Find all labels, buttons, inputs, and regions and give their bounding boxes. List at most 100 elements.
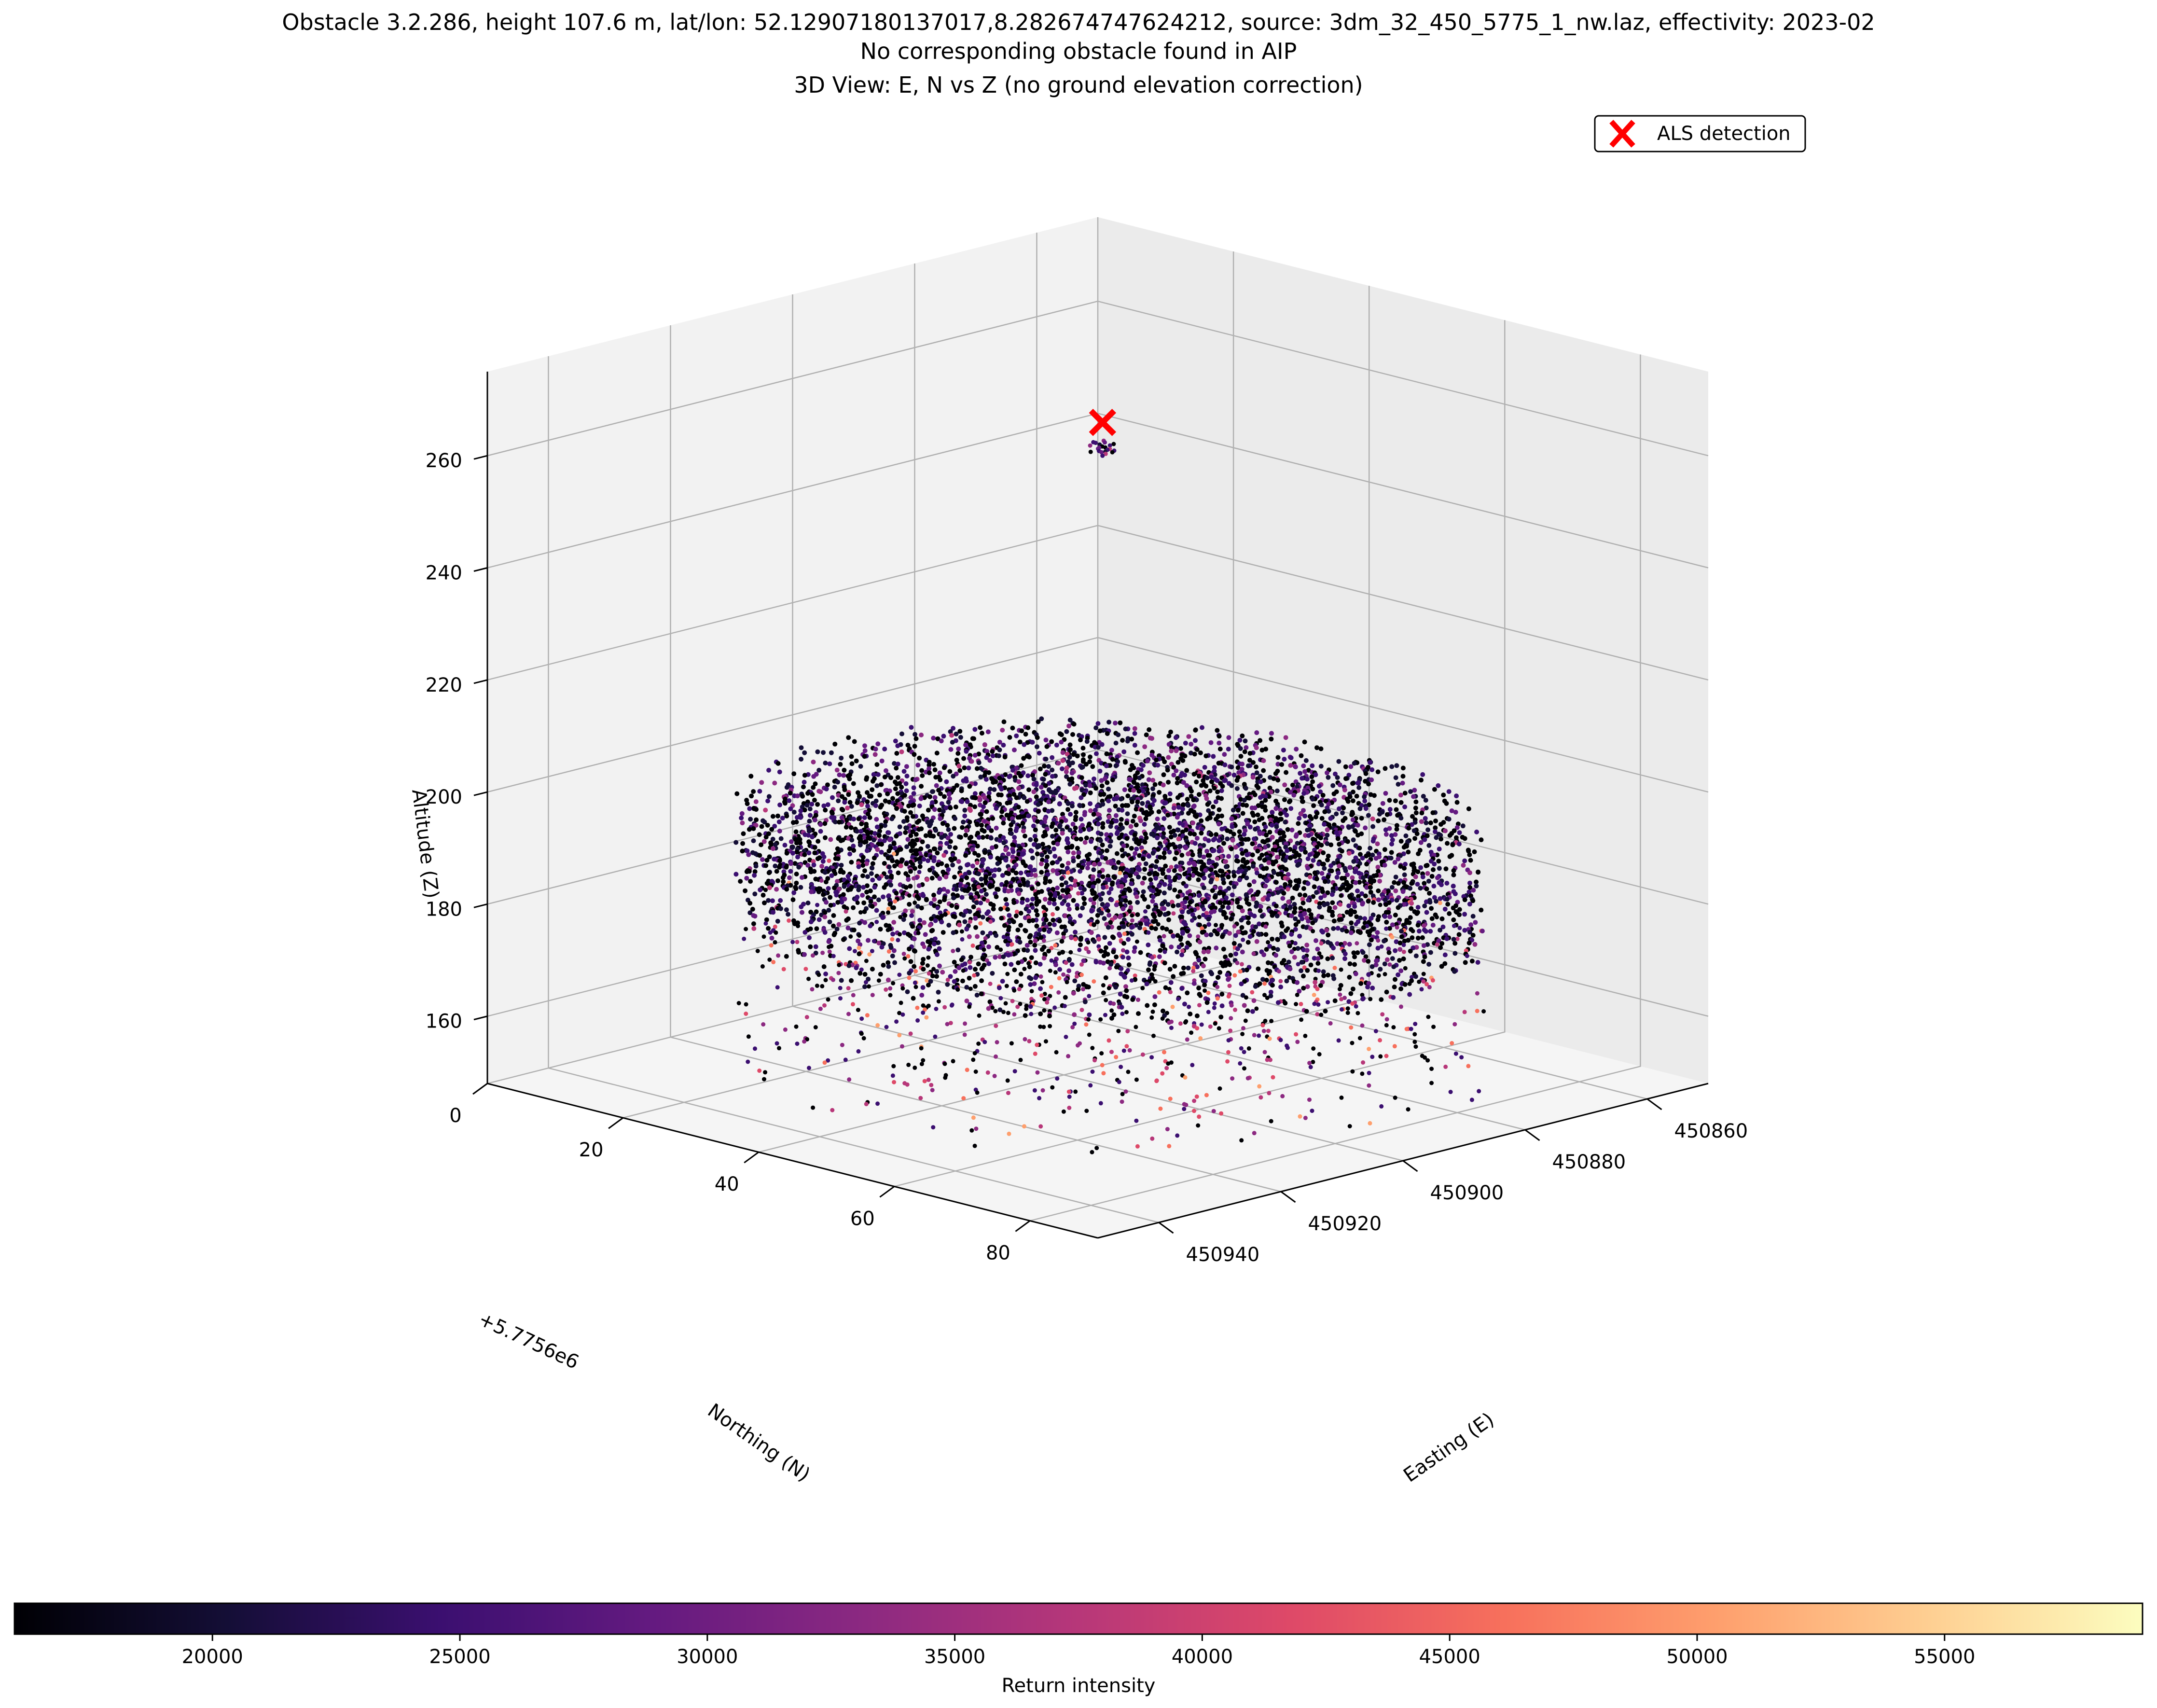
point bbox=[1078, 828, 1083, 833]
point bbox=[943, 875, 949, 879]
point bbox=[1161, 890, 1167, 896]
point bbox=[1000, 873, 1005, 878]
point bbox=[942, 897, 947, 903]
point bbox=[925, 877, 930, 882]
point bbox=[1023, 863, 1028, 868]
point bbox=[1435, 915, 1439, 919]
point bbox=[1054, 930, 1060, 935]
point bbox=[1100, 874, 1106, 879]
point bbox=[1472, 942, 1478, 947]
point bbox=[1050, 808, 1055, 813]
point bbox=[1280, 896, 1286, 901]
point bbox=[1040, 842, 1045, 847]
point bbox=[967, 819, 972, 825]
point bbox=[1180, 806, 1185, 812]
point bbox=[1042, 764, 1047, 769]
point bbox=[857, 842, 863, 847]
point bbox=[1018, 883, 1023, 888]
point bbox=[1294, 747, 1299, 752]
point bbox=[1193, 728, 1198, 733]
point bbox=[1142, 839, 1148, 845]
point bbox=[869, 871, 874, 876]
point bbox=[1293, 764, 1298, 769]
point bbox=[1095, 721, 1101, 726]
point bbox=[1017, 739, 1023, 745]
point bbox=[889, 816, 895, 821]
point bbox=[903, 885, 909, 890]
point bbox=[1219, 796, 1224, 801]
point bbox=[1410, 929, 1415, 933]
point bbox=[904, 861, 909, 866]
point bbox=[1186, 803, 1191, 808]
point bbox=[1091, 867, 1096, 873]
point bbox=[831, 923, 836, 929]
point bbox=[1295, 841, 1300, 846]
point bbox=[832, 885, 837, 890]
point bbox=[932, 795, 938, 800]
point bbox=[1087, 783, 1092, 788]
point bbox=[908, 833, 913, 838]
point bbox=[1251, 879, 1257, 884]
point bbox=[953, 845, 958, 850]
point bbox=[870, 865, 875, 871]
point bbox=[888, 775, 894, 780]
point bbox=[816, 839, 821, 844]
point bbox=[964, 875, 969, 880]
point bbox=[799, 745, 804, 750]
point bbox=[1123, 760, 1128, 765]
point bbox=[929, 875, 935, 881]
point bbox=[951, 726, 956, 731]
point bbox=[757, 789, 762, 794]
point bbox=[1002, 923, 1007, 928]
point bbox=[827, 761, 832, 766]
point bbox=[1401, 845, 1407, 850]
point bbox=[1161, 816, 1167, 821]
point bbox=[1296, 821, 1301, 826]
point bbox=[1362, 794, 1367, 799]
point bbox=[1335, 836, 1341, 841]
point bbox=[1341, 805, 1346, 811]
point bbox=[1345, 839, 1350, 844]
point bbox=[917, 917, 923, 923]
point bbox=[1191, 772, 1197, 777]
point bbox=[1235, 765, 1241, 770]
point bbox=[1050, 767, 1055, 773]
point bbox=[1191, 804, 1196, 809]
point bbox=[1148, 877, 1153, 882]
point bbox=[762, 819, 767, 825]
point bbox=[1229, 916, 1234, 922]
point bbox=[1416, 851, 1421, 856]
point bbox=[1347, 942, 1352, 947]
point bbox=[979, 822, 984, 828]
point bbox=[1201, 854, 1206, 860]
point bbox=[1375, 917, 1381, 922]
point bbox=[1146, 930, 1151, 935]
point bbox=[1231, 832, 1236, 837]
point bbox=[908, 810, 913, 815]
point bbox=[1199, 818, 1204, 823]
point bbox=[1225, 836, 1230, 842]
point bbox=[1331, 918, 1337, 924]
point bbox=[802, 852, 807, 857]
point bbox=[1155, 835, 1160, 841]
point bbox=[1009, 831, 1014, 836]
point bbox=[1436, 859, 1441, 864]
point bbox=[1073, 817, 1078, 822]
point bbox=[933, 828, 939, 833]
point bbox=[874, 824, 880, 830]
point bbox=[1431, 867, 1436, 872]
point bbox=[932, 941, 937, 946]
point bbox=[1305, 856, 1311, 861]
point bbox=[1153, 864, 1159, 869]
point bbox=[839, 815, 844, 820]
point bbox=[1317, 904, 1322, 910]
point bbox=[1044, 858, 1049, 863]
point bbox=[1247, 824, 1253, 830]
point bbox=[824, 900, 829, 905]
point bbox=[1414, 911, 1420, 916]
point bbox=[1065, 801, 1071, 806]
point bbox=[1403, 861, 1408, 867]
point bbox=[1206, 860, 1212, 865]
point bbox=[824, 786, 829, 792]
point bbox=[1013, 828, 1019, 833]
